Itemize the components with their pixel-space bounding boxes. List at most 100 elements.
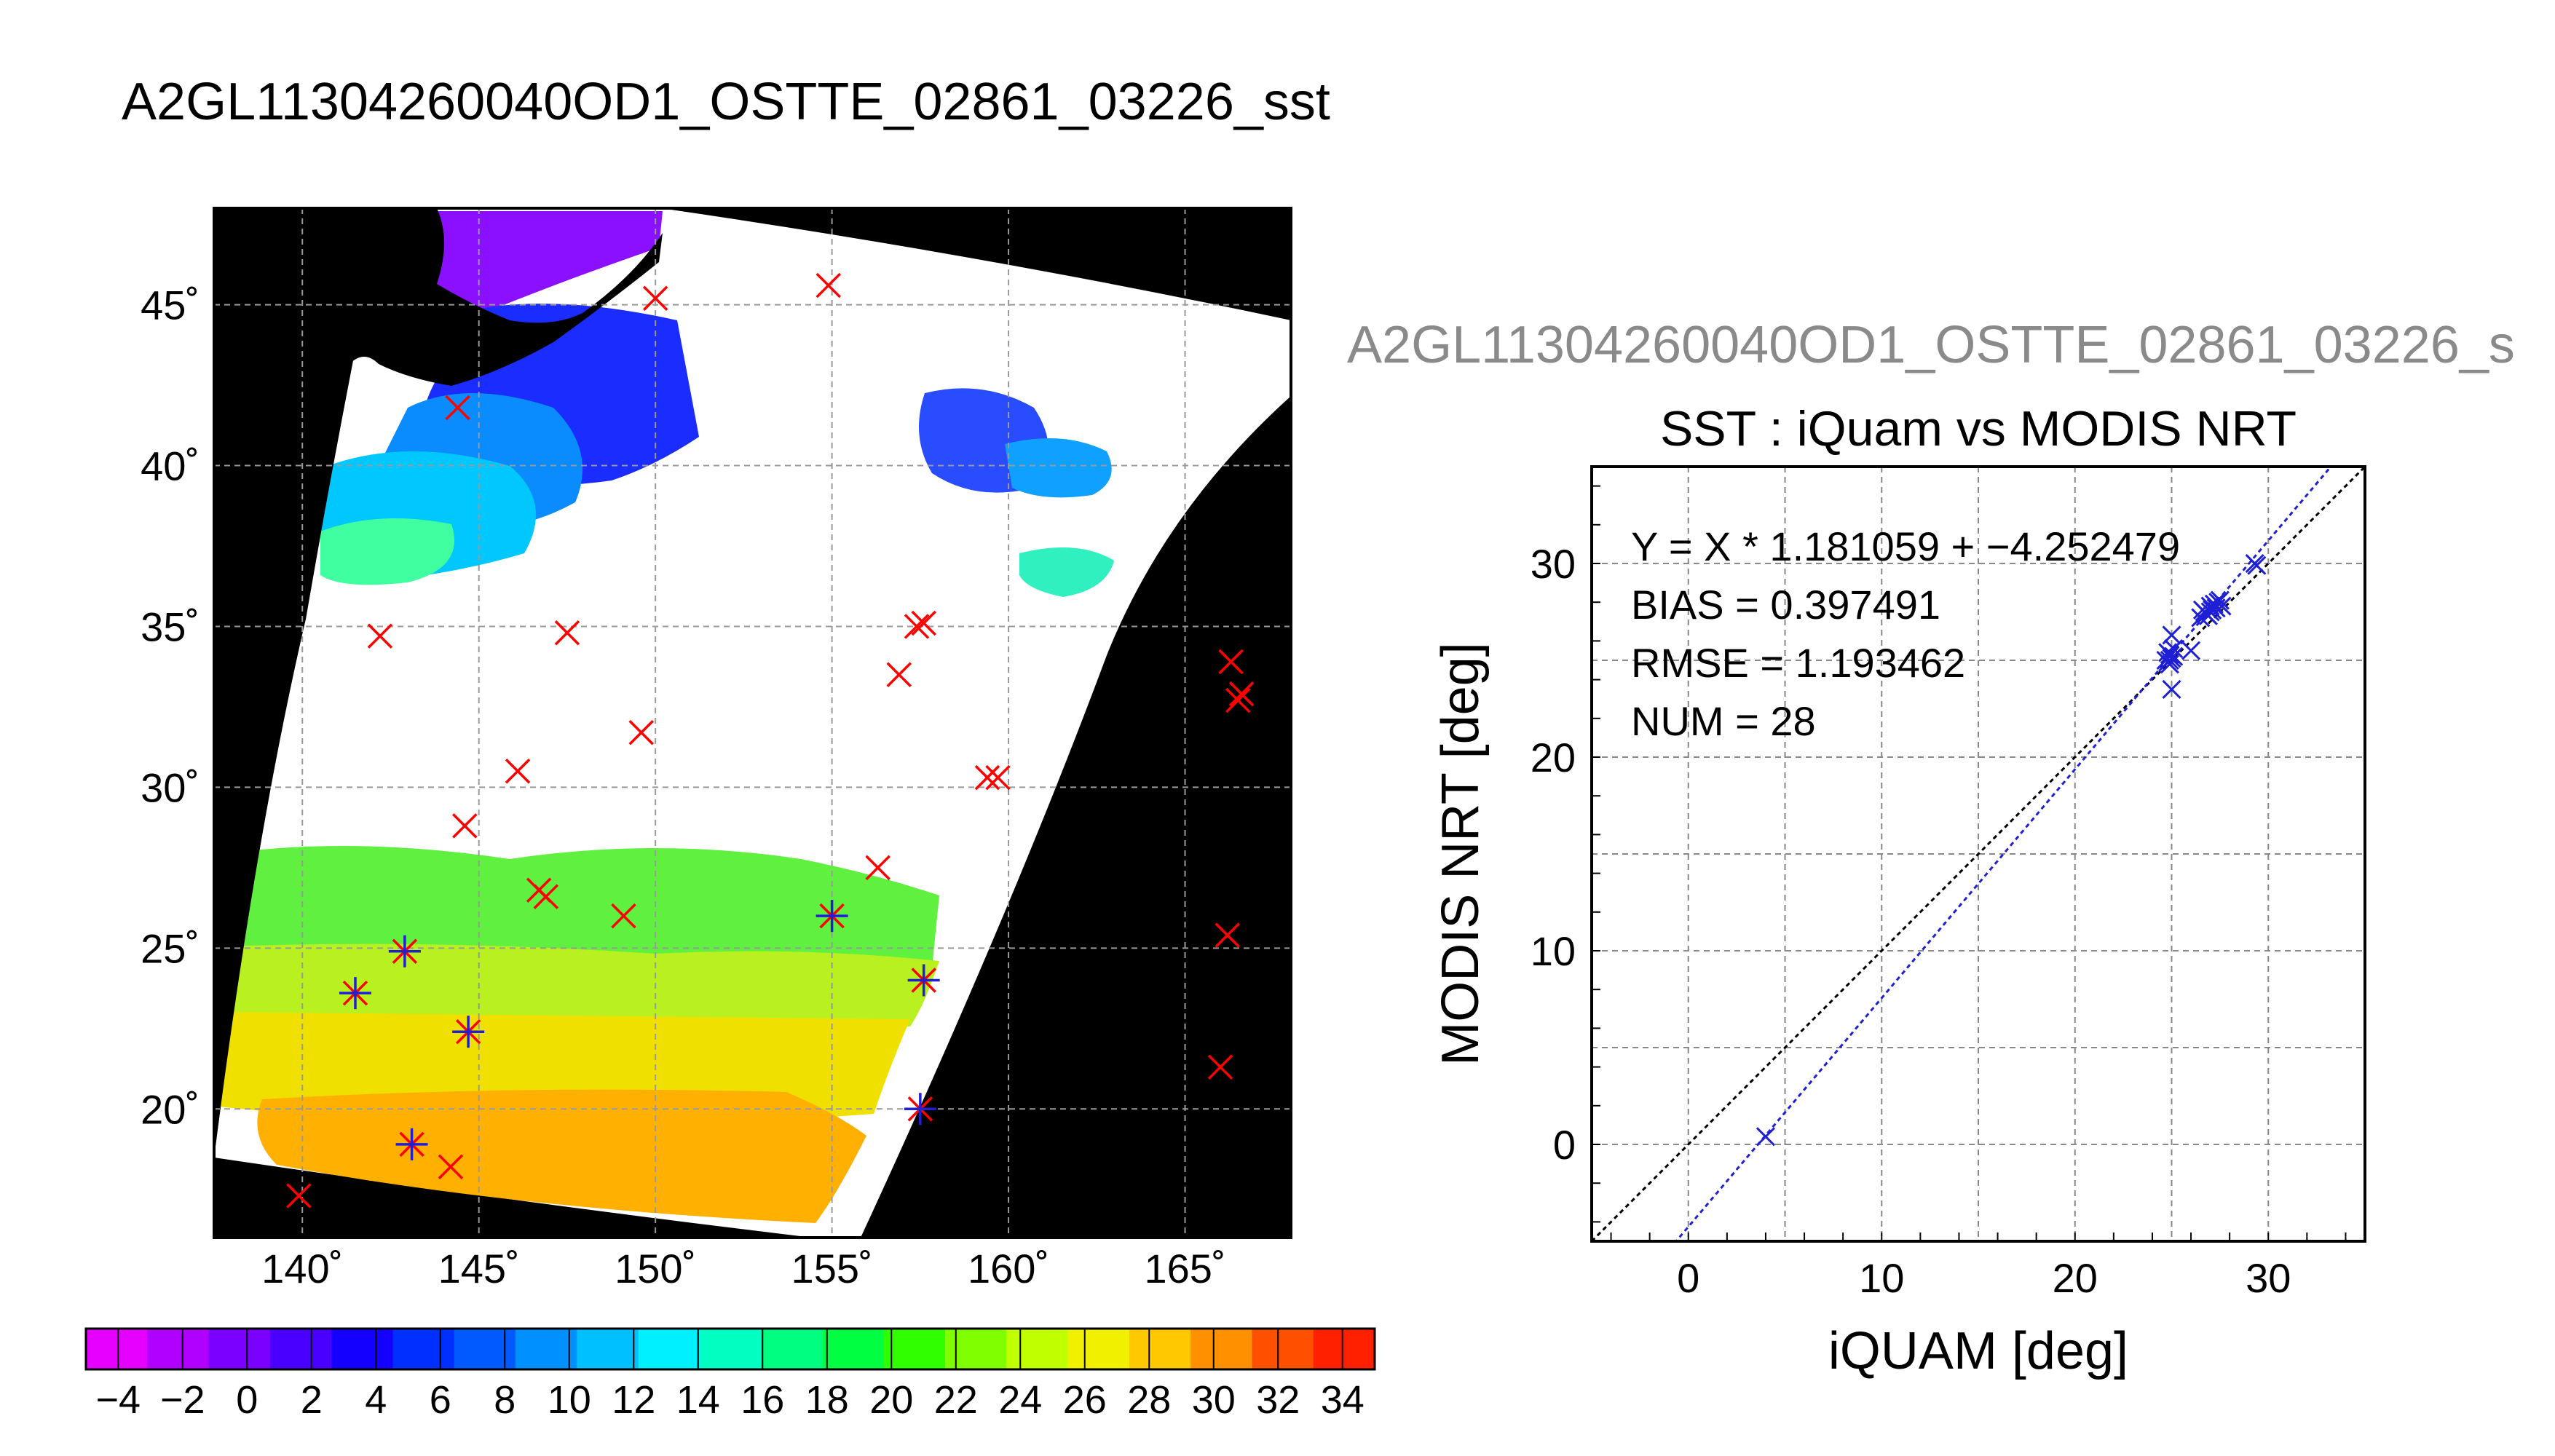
lon-tick-label: 155˚ (791, 1246, 873, 1291)
x-tick-label: 10 (1859, 1255, 1904, 1301)
lat-tick-label: 30˚ (141, 764, 200, 810)
colorbar-tick-label: 18 (805, 1378, 849, 1422)
colorbar-segment (699, 1329, 762, 1369)
scatter-title: SST : iQuam vs MODIS NRT (1660, 401, 2297, 456)
marker-stroke (2162, 679, 2181, 699)
x-tick-label: 20 (2053, 1255, 2098, 1301)
marker-stroke (1228, 681, 1255, 707)
marker-stroke (816, 272, 841, 298)
scatter-point (2162, 679, 2181, 699)
red-marker (974, 764, 1000, 791)
blue-marker (907, 964, 940, 997)
red-marker (1228, 681, 1255, 707)
red-marker (1225, 687, 1251, 713)
colorbar-segment (331, 1329, 394, 1369)
stats-box: Y = X * 1.181059 + −4.252479 BIAS = 0.39… (1631, 523, 2180, 744)
red-marker (1218, 649, 1244, 675)
colorbar-tick-label: 14 (676, 1378, 720, 1422)
red-marker (1215, 922, 1240, 948)
red-marker (642, 285, 668, 311)
red-marker (286, 1183, 312, 1208)
marker-stroke (445, 395, 470, 421)
red-marker (911, 610, 936, 636)
y-tick-label: 20 (1531, 735, 1576, 780)
red-marker (445, 395, 470, 421)
colorbar-tick-label: −2 (160, 1378, 205, 1422)
map-ticks: 140˚ 145˚ 150˚ 155˚ 160˚ 165˚ 20˚ 25˚ 30˚ 35˚ 40˚ 4… (141, 282, 1226, 1291)
colorbar-tick-label: 4 (365, 1378, 387, 1422)
scatter-point (2164, 638, 2184, 659)
marker-stroke (2160, 644, 2179, 665)
colorbar-tick-label: 32 (1256, 1378, 1300, 1422)
colorbar-frame (84, 1327, 1376, 1371)
stats-num: NUM = 28 (1631, 698, 1816, 744)
scatter-point (2181, 641, 2201, 660)
marker-stroke (438, 1154, 464, 1180)
colorbar-segment (1252, 1329, 1314, 1369)
x-axis-label: iQUAM [deg] (1828, 1322, 2128, 1380)
colorbar-tick-label: 26 (1063, 1378, 1107, 1422)
colorbar-segment (454, 1329, 516, 1369)
colorbar-tick-label: 6 (430, 1378, 451, 1422)
right-title: A2GL11304260040OD1_OSTTE_02861_03226_s (1347, 316, 2515, 374)
marker-stroke (1215, 922, 1240, 948)
colorbar-tick-label: 34 (1321, 1378, 1365, 1422)
colorbar-tick-label: 10 (548, 1378, 591, 1422)
lat-tick-label: 20˚ (141, 1086, 200, 1132)
sst-field (218, 211, 1114, 1223)
colorbar-tick-label: 30 (1192, 1378, 1236, 1422)
blue-marker (904, 1093, 936, 1125)
marker-stroke (2164, 638, 2184, 659)
colorbar-segment (883, 1329, 946, 1369)
colorbar-segment (1313, 1329, 1375, 1369)
colorbar-segment (147, 1329, 210, 1369)
marker-stroke (533, 884, 559, 909)
colorbar-segment (1006, 1329, 1069, 1369)
red-marker (611, 903, 636, 929)
y-axis-label: MODIS NRT [deg] (1431, 642, 1490, 1066)
marker-stroke (865, 855, 891, 881)
scatter-ticks: 0 10 20 30 0 10 20 30 (1531, 485, 2347, 1301)
marker-stroke (974, 764, 1000, 791)
y-tick-label: 0 (1553, 1122, 1576, 1168)
colorbar-tick-label: 0 (236, 1378, 258, 1422)
marker-stroke (985, 764, 1011, 791)
scatter-point (1756, 1127, 1776, 1147)
colorbar-segment (822, 1329, 885, 1369)
red-marker (985, 764, 1011, 791)
map-grid (214, 208, 1291, 1238)
marker-stroke (904, 614, 930, 639)
lat-tick-label: 25˚ (141, 925, 200, 971)
marker-stroke (2181, 641, 2201, 660)
colorbar-tick-label: 20 (869, 1378, 913, 1422)
identity-line (1592, 467, 2365, 1241)
marker-stroke (2198, 606, 2219, 625)
colorbar-segment (1129, 1329, 1191, 1369)
marker-stroke (628, 720, 654, 745)
lat-tick-label: 45˚ (141, 282, 200, 328)
red-marker (628, 720, 654, 745)
scatter-point (2198, 606, 2219, 625)
scatter-point (2203, 600, 2222, 620)
scatter-points (1756, 553, 2267, 1147)
swath-edge-left (214, 208, 384, 1158)
map-frame (213, 207, 1292, 1239)
colorbar-tick-label: 16 (741, 1378, 784, 1422)
colorbar: −4 −2 0 2 4 6 8 10 12 14 16 18 20 22 24 26 28 30 32 34 (84, 1327, 1376, 1422)
sst-map: 140˚ 145˚ 150˚ 155˚ 160˚ 165˚ 20˚ 25˚ 30˚ 35˚ 40˚ 4… (141, 207, 1292, 1291)
colorbar-segment (577, 1329, 639, 1369)
red-marker (554, 620, 580, 646)
red-marker (904, 614, 930, 639)
red-marker (865, 855, 891, 881)
y-tick-label: 10 (1531, 928, 1576, 974)
marker-stroke (367, 623, 393, 649)
land-japan (306, 208, 663, 386)
blue-marker (816, 900, 848, 933)
colorbar-segment (638, 1329, 700, 1369)
stats-rmse: RMSE = 1.193462 (1631, 640, 1965, 686)
lon-tick-label: 140˚ (261, 1246, 343, 1291)
lon-tick-label: 160˚ (968, 1246, 1049, 1291)
marker-stroke (642, 285, 668, 311)
scatter-point (2191, 608, 2211, 628)
